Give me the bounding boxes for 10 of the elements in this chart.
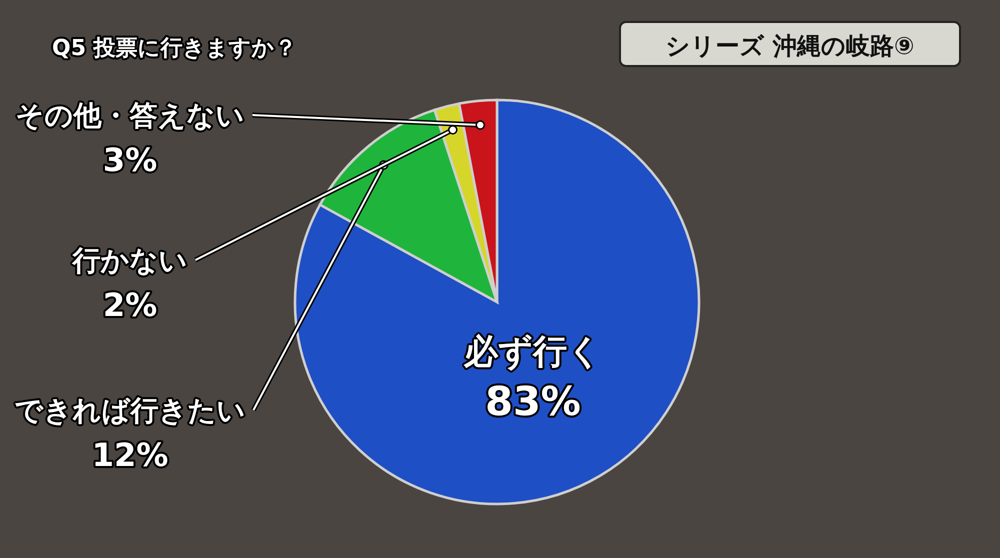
text: シリーズ 沖縄の岐路⑨ (666, 32, 914, 60)
data-label: 3% (102, 141, 158, 179)
slice-label: 必ず行く (462, 332, 602, 372)
slice-label: その他・答えない (16, 99, 244, 132)
slice-label: 行かない (72, 244, 188, 277)
data-label: 12% (92, 436, 168, 474)
slice-label: できれば行きたい (14, 394, 246, 427)
data-label: 83% (485, 378, 581, 425)
chart-title: Q5 投票に行きますか？ (52, 36, 297, 61)
data-label: 2% (102, 286, 158, 324)
